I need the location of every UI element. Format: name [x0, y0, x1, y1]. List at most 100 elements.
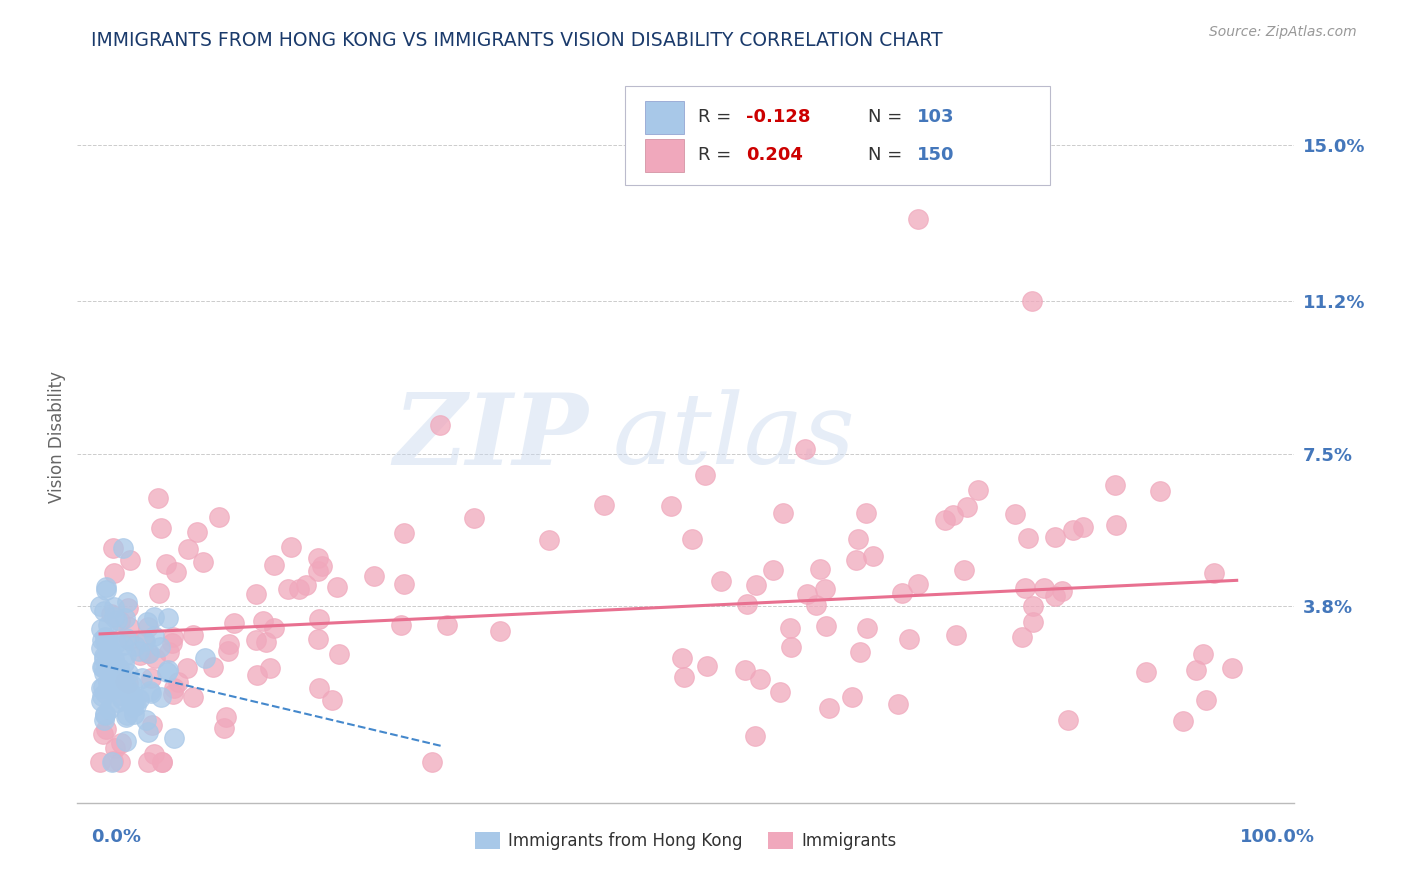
- Point: [89, 599, 111, 613]
- Point: [115, 648, 138, 662]
- Point: [389, 618, 412, 632]
- Point: [90, 694, 112, 708]
- Point: [96, 640, 118, 654]
- Point: [94, 663, 117, 677]
- Point: [422, 755, 444, 769]
- Point: [953, 563, 976, 577]
- Point: [245, 632, 267, 647]
- Point: [103, 681, 125, 695]
- Point: [208, 510, 231, 524]
- Point: [138, 683, 160, 698]
- Point: [181, 690, 204, 705]
- Point: [105, 613, 128, 627]
- Point: [155, 558, 177, 572]
- Point: [122, 696, 145, 710]
- Point: [104, 679, 127, 693]
- Point: [121, 688, 143, 702]
- Point: [136, 725, 159, 739]
- Point: [93, 659, 115, 673]
- Point: [162, 635, 184, 649]
- Text: 0.0%: 0.0%: [91, 828, 142, 846]
- Point: [115, 709, 138, 723]
- Point: [1104, 478, 1126, 492]
- Point: [91, 660, 114, 674]
- Point: [122, 699, 145, 714]
- Point: [1149, 483, 1171, 498]
- Point: [181, 627, 204, 641]
- Point: [149, 520, 172, 534]
- Point: [93, 666, 115, 681]
- Text: R =: R =: [697, 109, 737, 127]
- Point: [125, 698, 148, 712]
- Text: N =: N =: [868, 146, 908, 164]
- Point: [114, 674, 136, 689]
- Point: [814, 619, 837, 633]
- Point: [744, 729, 766, 743]
- Point: [94, 686, 117, 700]
- Point: [98, 643, 121, 657]
- Point: [103, 678, 125, 692]
- Point: [134, 634, 156, 648]
- Point: [538, 533, 561, 547]
- Point: [129, 648, 152, 662]
- Point: [855, 506, 877, 520]
- Point: [1105, 518, 1128, 533]
- Point: [394, 526, 416, 541]
- Point: [862, 549, 884, 564]
- Text: R =: R =: [697, 146, 737, 164]
- Point: [186, 525, 208, 540]
- Point: [166, 675, 188, 690]
- Point: [769, 685, 792, 699]
- Point: [779, 621, 801, 635]
- Point: [93, 649, 115, 664]
- Text: atlas: atlas: [613, 390, 855, 484]
- Point: [307, 564, 329, 578]
- Point: [429, 418, 451, 433]
- Point: [941, 508, 963, 523]
- Point: [94, 722, 117, 736]
- Point: [142, 629, 165, 643]
- Point: [165, 565, 187, 579]
- Point: [107, 696, 129, 710]
- Point: [104, 680, 127, 694]
- Point: [841, 690, 863, 704]
- Point: [103, 599, 125, 614]
- Point: [277, 582, 299, 596]
- Point: [114, 611, 136, 625]
- Point: [254, 635, 277, 649]
- Point: [117, 601, 139, 615]
- Point: [157, 611, 180, 625]
- Point: [136, 755, 159, 769]
- Point: [91, 690, 114, 704]
- Point: [111, 669, 134, 683]
- Point: [1022, 615, 1045, 629]
- Point: [139, 671, 162, 685]
- Point: [1033, 581, 1056, 595]
- Point: [117, 675, 139, 690]
- Point: [1204, 566, 1226, 581]
- Point: [886, 697, 908, 711]
- Point: [201, 659, 224, 673]
- Point: [136, 646, 159, 660]
- Point: [671, 651, 693, 665]
- Point: [288, 582, 311, 597]
- Point: [672, 670, 695, 684]
- Point: [94, 707, 117, 722]
- Point: [1004, 507, 1026, 521]
- Point: [138, 646, 160, 660]
- Point: [311, 559, 333, 574]
- Point: [112, 638, 135, 652]
- Point: [748, 672, 770, 686]
- Text: 0.204: 0.204: [747, 146, 803, 164]
- Point: [110, 688, 132, 702]
- Point: [117, 665, 139, 680]
- Point: [97, 654, 120, 668]
- Point: [845, 553, 868, 567]
- Point: [94, 582, 117, 597]
- Point: [148, 491, 170, 506]
- Point: [956, 500, 979, 515]
- Text: IMMIGRANTS FROM HONG KONG VS IMMIGRANTS VISION DISABILITY CORRELATION CHART: IMMIGRANTS FROM HONG KONG VS IMMIGRANTS …: [91, 31, 943, 50]
- Point: [90, 622, 112, 636]
- Point: [849, 645, 872, 659]
- Point: [135, 713, 157, 727]
